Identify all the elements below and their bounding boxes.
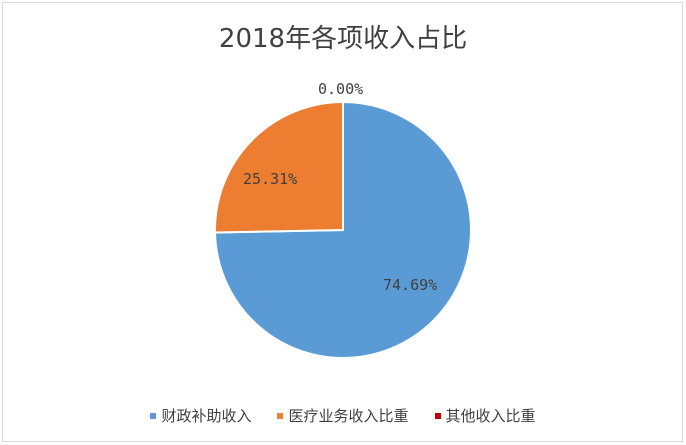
legend-swatch-icon [434, 412, 441, 419]
pie-slice[interactable] [214, 100, 344, 234]
legend-swatch-icon [150, 412, 157, 419]
legend-label: 财政补助收入 [161, 407, 252, 425]
legend-label: 医疗业务收入比重 [288, 407, 409, 425]
legend-label: 其他收入比重 [445, 407, 536, 425]
legend-item-medical[interactable]: 医疗业务收入比重 [277, 405, 409, 426]
legend-item-fiscal[interactable]: 财政补助收入 [150, 405, 251, 426]
data-label-fiscal: 74.69% [383, 276, 438, 294]
data-label-medical: 25.31% [243, 170, 298, 188]
chart-title: 2018年各项收入占比 [218, 24, 468, 54]
legend: 财政补助收入 医疗业务收入比重 其他收入比重 [0, 405, 686, 426]
legend-item-other[interactable]: 其他收入比重 [434, 405, 536, 426]
pie-slice[interactable] [214, 100, 472, 359]
legend-swatch-icon [277, 412, 284, 419]
data-label-other: 0.00% [318, 80, 364, 98]
